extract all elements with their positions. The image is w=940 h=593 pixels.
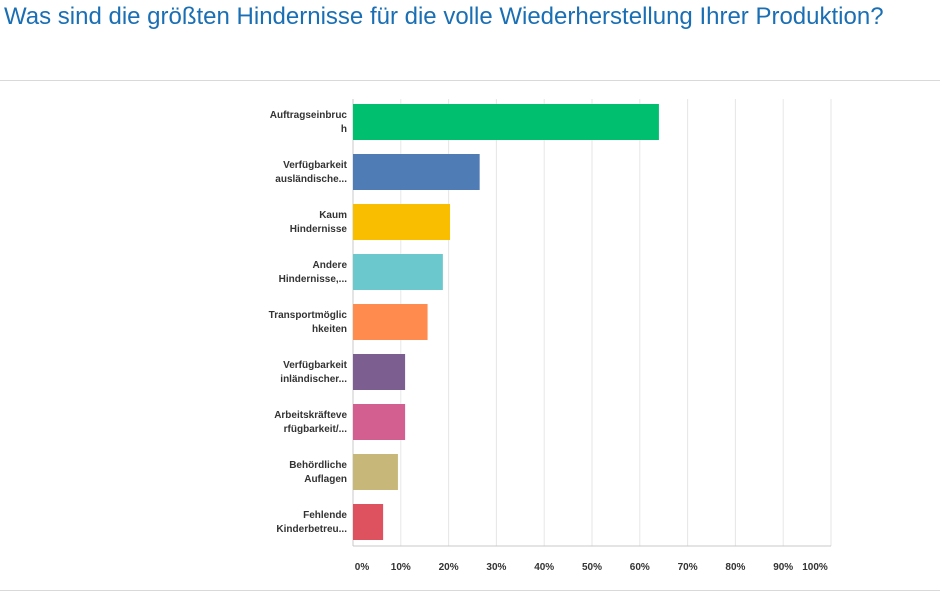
category-label-line: hkeiten: [312, 324, 347, 335]
bar[interactable]: [353, 404, 406, 440]
bar[interactable]: [353, 204, 451, 240]
chart-title: Was sind die größten Hindernisse für die…: [4, 3, 884, 30]
bars: [353, 104, 659, 540]
category-label-line: inländischer...: [280, 374, 347, 385]
category-label-line: Verfügbarkeit: [283, 360, 348, 371]
x-tick-label: 0%: [355, 562, 370, 573]
category-label-line: Auftragseinbruc: [270, 110, 348, 121]
category-label: Behördliche Auflagen: [289, 460, 347, 485]
category-label: Verfügbarkeit ausländische...: [275, 160, 347, 185]
bar[interactable]: [353, 104, 659, 140]
category-label-line: ausländische...: [275, 174, 347, 185]
category-label-line: Fehlende: [303, 510, 347, 521]
bottom-divider: [0, 590, 940, 591]
bar[interactable]: [353, 504, 384, 540]
category-label: Kaum Hindernisse: [290, 210, 348, 235]
category-label: Fehlende Kinderbetreu...: [276, 510, 347, 535]
category-label-line: Hindernisse,...: [279, 274, 348, 285]
x-tick-label: 60%: [630, 562, 650, 573]
x-tick-label: 70%: [678, 562, 698, 573]
x-axis-tick-labels: 0% 10% 20% 30% 40% 50% 60% 70% 80% 90% 100%: [355, 562, 828, 573]
category-label: Transportmöglic hkeiten: [269, 310, 348, 335]
x-tick-label: 80%: [725, 562, 745, 573]
category-label-line: Kinderbetreu...: [276, 524, 347, 535]
x-tick-label: 50%: [582, 562, 602, 573]
category-label-line: Kaum: [319, 210, 347, 221]
category-label-line: Behördliche: [289, 460, 347, 471]
category-label-line: Verfügbarkeit: [283, 160, 348, 171]
category-label-line: Hindernisse: [290, 224, 348, 235]
x-tick-label: 10%: [391, 562, 411, 573]
bar[interactable]: [353, 454, 398, 490]
bar[interactable]: [353, 254, 443, 290]
x-tick-label: 20%: [439, 562, 459, 573]
category-label-line: Transportmöglic: [269, 310, 348, 321]
category-label-line: h: [341, 124, 347, 135]
bar[interactable]: [353, 304, 428, 340]
x-tick-label: 100%: [802, 562, 828, 573]
bar[interactable]: [353, 154, 480, 190]
category-label: Arbeitskräfteve rfügbarkeit/...: [274, 410, 347, 435]
category-label-line: Auflagen: [304, 474, 347, 485]
category-label: Andere Hindernisse,...: [279, 260, 348, 285]
category-label: Verfügbarkeit inländischer...: [280, 360, 347, 385]
category-label-line: Andere: [313, 260, 348, 271]
category-labels: Auftragseinbruc h Verfügbarkeit ausländisch…: [269, 110, 348, 535]
x-tick-label: 30%: [486, 562, 506, 573]
x-tick-label: 40%: [534, 562, 554, 573]
category-label: Auftragseinbruc h: [270, 110, 348, 135]
category-label-line: Arbeitskräfteve: [274, 410, 347, 421]
x-tick-label: 90%: [773, 562, 793, 573]
top-divider: [0, 80, 940, 81]
category-label-line: rfügbarkeit/...: [284, 424, 348, 435]
bar[interactable]: [353, 354, 406, 390]
